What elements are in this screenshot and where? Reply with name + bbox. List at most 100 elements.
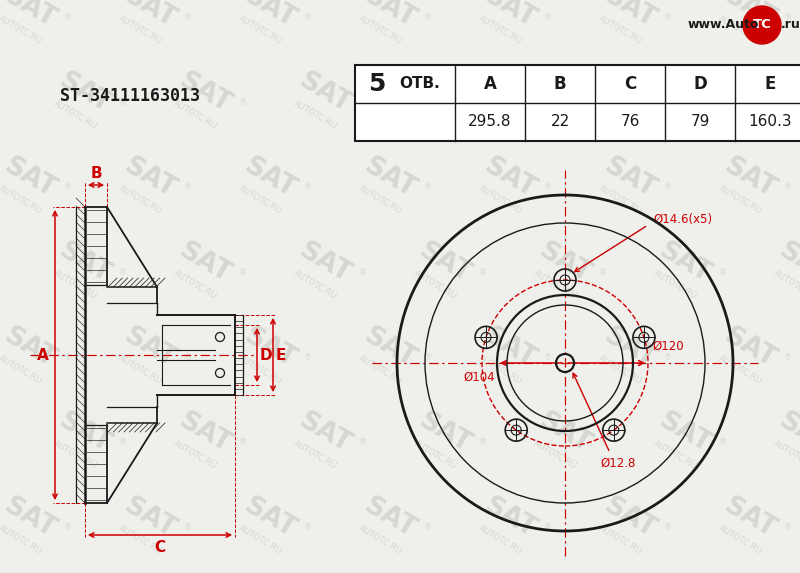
Text: www.Auto: www.Auto <box>688 18 759 32</box>
Text: ®: ® <box>184 354 192 363</box>
Text: AUTOTC.RU: AUTOTC.RU <box>477 184 523 216</box>
Text: AUTOTC.RU: AUTOTC.RU <box>117 524 163 556</box>
Text: ®: ® <box>784 183 792 193</box>
Text: ®: ® <box>239 269 247 277</box>
Text: AUTOTC.RU: AUTOTC.RU <box>717 14 763 46</box>
Text: E: E <box>764 75 776 93</box>
Text: SAT: SAT <box>534 238 595 288</box>
Text: Ø14.6(x5): Ø14.6(x5) <box>653 214 712 226</box>
Text: ®: ® <box>784 354 792 363</box>
Text: AUTOTC.RU: AUTOTC.RU <box>652 269 698 301</box>
Text: AUTOTC.RU: AUTOTC.RU <box>117 184 163 216</box>
Text: AUTOTC.RU: AUTOTC.RU <box>717 354 763 386</box>
Text: SAT: SAT <box>719 493 781 543</box>
Text: ®: ® <box>119 438 127 448</box>
Text: D: D <box>260 347 273 363</box>
Text: 295.8: 295.8 <box>468 115 512 129</box>
Text: SAT: SAT <box>599 493 661 543</box>
Text: SAT: SAT <box>774 408 800 458</box>
Text: ®: ® <box>719 99 727 108</box>
Text: ®: ® <box>304 14 312 22</box>
Bar <box>355 65 800 141</box>
Text: ®: ® <box>359 438 367 448</box>
Text: AUTOTC.RU: AUTOTC.RU <box>717 524 763 556</box>
Text: SAT: SAT <box>174 68 235 118</box>
Text: AUTOTC.RU: AUTOTC.RU <box>292 99 338 131</box>
Text: AUTOTC.RU: AUTOTC.RU <box>477 524 523 556</box>
Text: AUTOTC.RU: AUTOTC.RU <box>172 269 218 301</box>
Text: ®: ® <box>64 183 72 193</box>
Text: AUTOTC.RU: AUTOTC.RU <box>357 184 403 216</box>
Text: Ø104: Ø104 <box>463 371 495 384</box>
Text: SAT: SAT <box>174 238 235 288</box>
Text: A: A <box>483 75 497 93</box>
Text: ®: ® <box>544 14 552 22</box>
Text: AUTOTC.RU: AUTOTC.RU <box>412 269 458 301</box>
Text: AUTOTC.RU: AUTOTC.RU <box>237 354 283 386</box>
Text: SAT: SAT <box>599 0 661 33</box>
Text: ®: ® <box>424 14 432 22</box>
Text: AUTOTC.RU: AUTOTC.RU <box>597 354 643 386</box>
Text: ®: ® <box>479 99 487 108</box>
Text: AUTOTC.RU: AUTOTC.RU <box>652 439 698 471</box>
Text: SAT: SAT <box>479 323 541 373</box>
Text: ST-34111163013: ST-34111163013 <box>60 87 200 105</box>
Text: Ø120: Ø120 <box>652 340 684 353</box>
Text: ®: ® <box>424 524 432 532</box>
Text: 22: 22 <box>550 115 570 129</box>
Text: SAT: SAT <box>294 238 355 288</box>
Text: ®: ® <box>479 269 487 277</box>
Text: SAT: SAT <box>54 68 115 118</box>
Text: TC: TC <box>753 18 771 32</box>
Text: 160.3: 160.3 <box>748 115 792 129</box>
Text: SAT: SAT <box>599 323 661 373</box>
Text: ®: ® <box>719 269 727 277</box>
Text: 76: 76 <box>620 115 640 129</box>
Text: SAT: SAT <box>654 408 715 458</box>
Text: SAT: SAT <box>119 323 181 373</box>
Text: AUTOTC.RU: AUTOTC.RU <box>412 439 458 471</box>
Text: SAT: SAT <box>599 153 661 203</box>
Text: AUTOTC.RU: AUTOTC.RU <box>772 269 800 301</box>
Text: AUTOTC.RU: AUTOTC.RU <box>532 99 578 131</box>
Text: AUTOTC.RU: AUTOTC.RU <box>237 524 283 556</box>
Text: AUTOTC.RU: AUTOTC.RU <box>0 184 43 216</box>
Text: D: D <box>693 75 707 93</box>
Text: AUTOTC.RU: AUTOTC.RU <box>117 354 163 386</box>
Text: SAT: SAT <box>239 323 301 373</box>
Text: SAT: SAT <box>774 68 800 118</box>
Text: SAT: SAT <box>0 323 61 373</box>
Text: A: A <box>37 347 49 363</box>
Text: AUTOTC.RU: AUTOTC.RU <box>172 439 218 471</box>
Text: 79: 79 <box>690 115 710 129</box>
Text: ®: ® <box>119 99 127 108</box>
Text: SAT: SAT <box>239 153 301 203</box>
Text: AUTOTC.RU: AUTOTC.RU <box>0 354 43 386</box>
Text: AUTOTC.RU: AUTOTC.RU <box>52 99 98 131</box>
Text: SAT: SAT <box>359 493 421 543</box>
Text: ®: ® <box>719 438 727 448</box>
Text: AUTOTC.RU: AUTOTC.RU <box>772 439 800 471</box>
Text: ®: ® <box>64 354 72 363</box>
Text: AUTOTC.RU: AUTOTC.RU <box>292 269 338 301</box>
Text: SAT: SAT <box>534 408 595 458</box>
Text: AUTOTC.RU: AUTOTC.RU <box>477 354 523 386</box>
Text: ®: ® <box>424 354 432 363</box>
Text: E: E <box>276 347 286 363</box>
Text: ®: ® <box>544 354 552 363</box>
Text: SAT: SAT <box>0 493 61 543</box>
Text: AUTOTC.RU: AUTOTC.RU <box>237 184 283 216</box>
Text: ®: ® <box>184 183 192 193</box>
Text: AUTOTC.RU: AUTOTC.RU <box>477 14 523 46</box>
Text: SAT: SAT <box>359 0 421 33</box>
Text: 5: 5 <box>368 72 386 96</box>
Text: C: C <box>624 75 636 93</box>
Text: AUTOTC.RU: AUTOTC.RU <box>597 184 643 216</box>
Text: ®: ® <box>664 524 672 532</box>
Text: ®: ® <box>664 183 672 193</box>
Text: AUTOTC.RU: AUTOTC.RU <box>52 269 98 301</box>
Text: AUTOTC.RU: AUTOTC.RU <box>532 439 578 471</box>
Text: ®: ® <box>784 14 792 22</box>
Text: C: C <box>154 540 166 555</box>
Text: AUTOTC.RU: AUTOTC.RU <box>237 14 283 46</box>
